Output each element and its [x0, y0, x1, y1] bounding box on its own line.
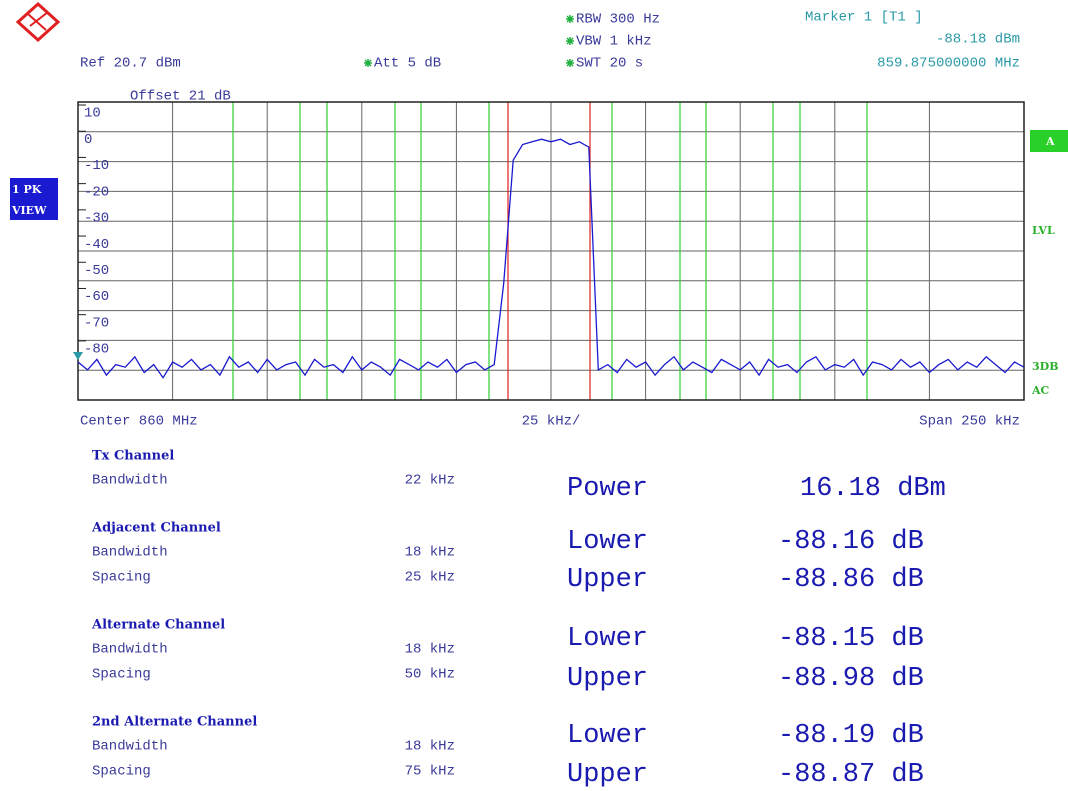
section-title: 2nd Alternate Channel [92, 715, 257, 730]
sweep-time: SWT 20 s [576, 56, 643, 72]
ref-level: Ref 20.7 dBm [80, 56, 181, 72]
y-tick-label: -40 [84, 237, 109, 253]
star-icons [364, 15, 574, 67]
row-value: 50 kHz [405, 667, 455, 683]
row-value: 18 kHz [405, 642, 455, 658]
y-tick-label: -50 [84, 263, 109, 279]
result-label: Power [567, 474, 648, 504]
result-value: -88.19 dB [778, 721, 924, 751]
result-label: Upper [567, 664, 648, 694]
trace-box [10, 178, 58, 220]
side-label: A [1045, 135, 1055, 148]
plot: 10 0 -10 -20 -30 -40 -50 -60 -70 -80 [73, 101, 1025, 401]
center-freq: Center 860 MHz [80, 414, 198, 430]
result-label: Lower [567, 721, 648, 751]
result-value: -88.86 dB [778, 565, 924, 595]
row-value: 25 kHz [405, 570, 455, 586]
y-tick-label: 10 [84, 106, 101, 122]
side-label: 3DB [1032, 360, 1059, 373]
marker-level: -88.18 dBm [936, 32, 1020, 48]
trace-label: VIEW [11, 204, 47, 217]
result-label: Lower [567, 527, 648, 557]
result-value: -88.98 dB [778, 664, 924, 694]
result-label: Upper [567, 760, 648, 790]
y-tick-label: -20 [84, 184, 109, 200]
result-value: -88.87 dB [778, 760, 924, 790]
y-tick-label: -10 [84, 158, 109, 174]
side-badge [1030, 130, 1068, 152]
attenuation: Att 5 dB [374, 56, 441, 72]
section-title: Adjacent Channel [91, 521, 221, 536]
marker-title: Marker 1 [T1 ] [805, 10, 923, 26]
y-tick-label: -60 [84, 289, 109, 305]
y-tick-label: -30 [84, 211, 109, 227]
freq-div: 25 kHz/ [522, 414, 581, 430]
row-label: Bandwidth [92, 473, 168, 489]
row-value: 18 kHz [405, 739, 455, 755]
row-value: 18 kHz [405, 545, 455, 561]
span: Span 250 kHz [919, 414, 1020, 430]
row-label: Spacing [92, 570, 151, 586]
rbw: RBW 300 Hz [576, 12, 660, 28]
vbw: VBW 1 kHz [576, 34, 652, 50]
result-value: 16.18 dBm [800, 474, 946, 504]
section-title: Alternate Channel [91, 618, 225, 633]
marker-freq: 859.875000000 MHz [877, 56, 1020, 72]
row-label: Spacing [92, 764, 151, 780]
row-label: Bandwidth [92, 739, 168, 755]
side-label: AC [1031, 384, 1050, 397]
row-label: Spacing [92, 667, 151, 683]
side-label: LVL [1032, 224, 1055, 237]
y-tick-label: -80 [84, 342, 109, 358]
row-value: 22 kHz [405, 473, 455, 489]
y-tick-label: -70 [84, 315, 109, 331]
result-label: Upper [567, 565, 648, 595]
row-value: 75 kHz [405, 764, 455, 780]
result-label: Lower [567, 624, 648, 654]
row-label: Bandwidth [92, 545, 168, 561]
marker-triangle [73, 351, 83, 360]
section-title: Tx Channel [92, 449, 174, 464]
results-table: Tx Channel Bandwidth 22 kHz Adjacent Channe… [91, 449, 946, 791]
trace-label: 1 PK [12, 183, 42, 196]
result-value: -88.15 dB [778, 624, 924, 654]
row-label: Bandwidth [92, 642, 168, 658]
trace [77, 138, 1025, 379]
logo-mark [27, 11, 49, 31]
offset: Offset 21 dB [130, 89, 231, 105]
plot-frame [77, 101, 1025, 401]
y-tick-label: 0 [84, 132, 92, 148]
result-value: -88.16 dB [778, 527, 924, 557]
